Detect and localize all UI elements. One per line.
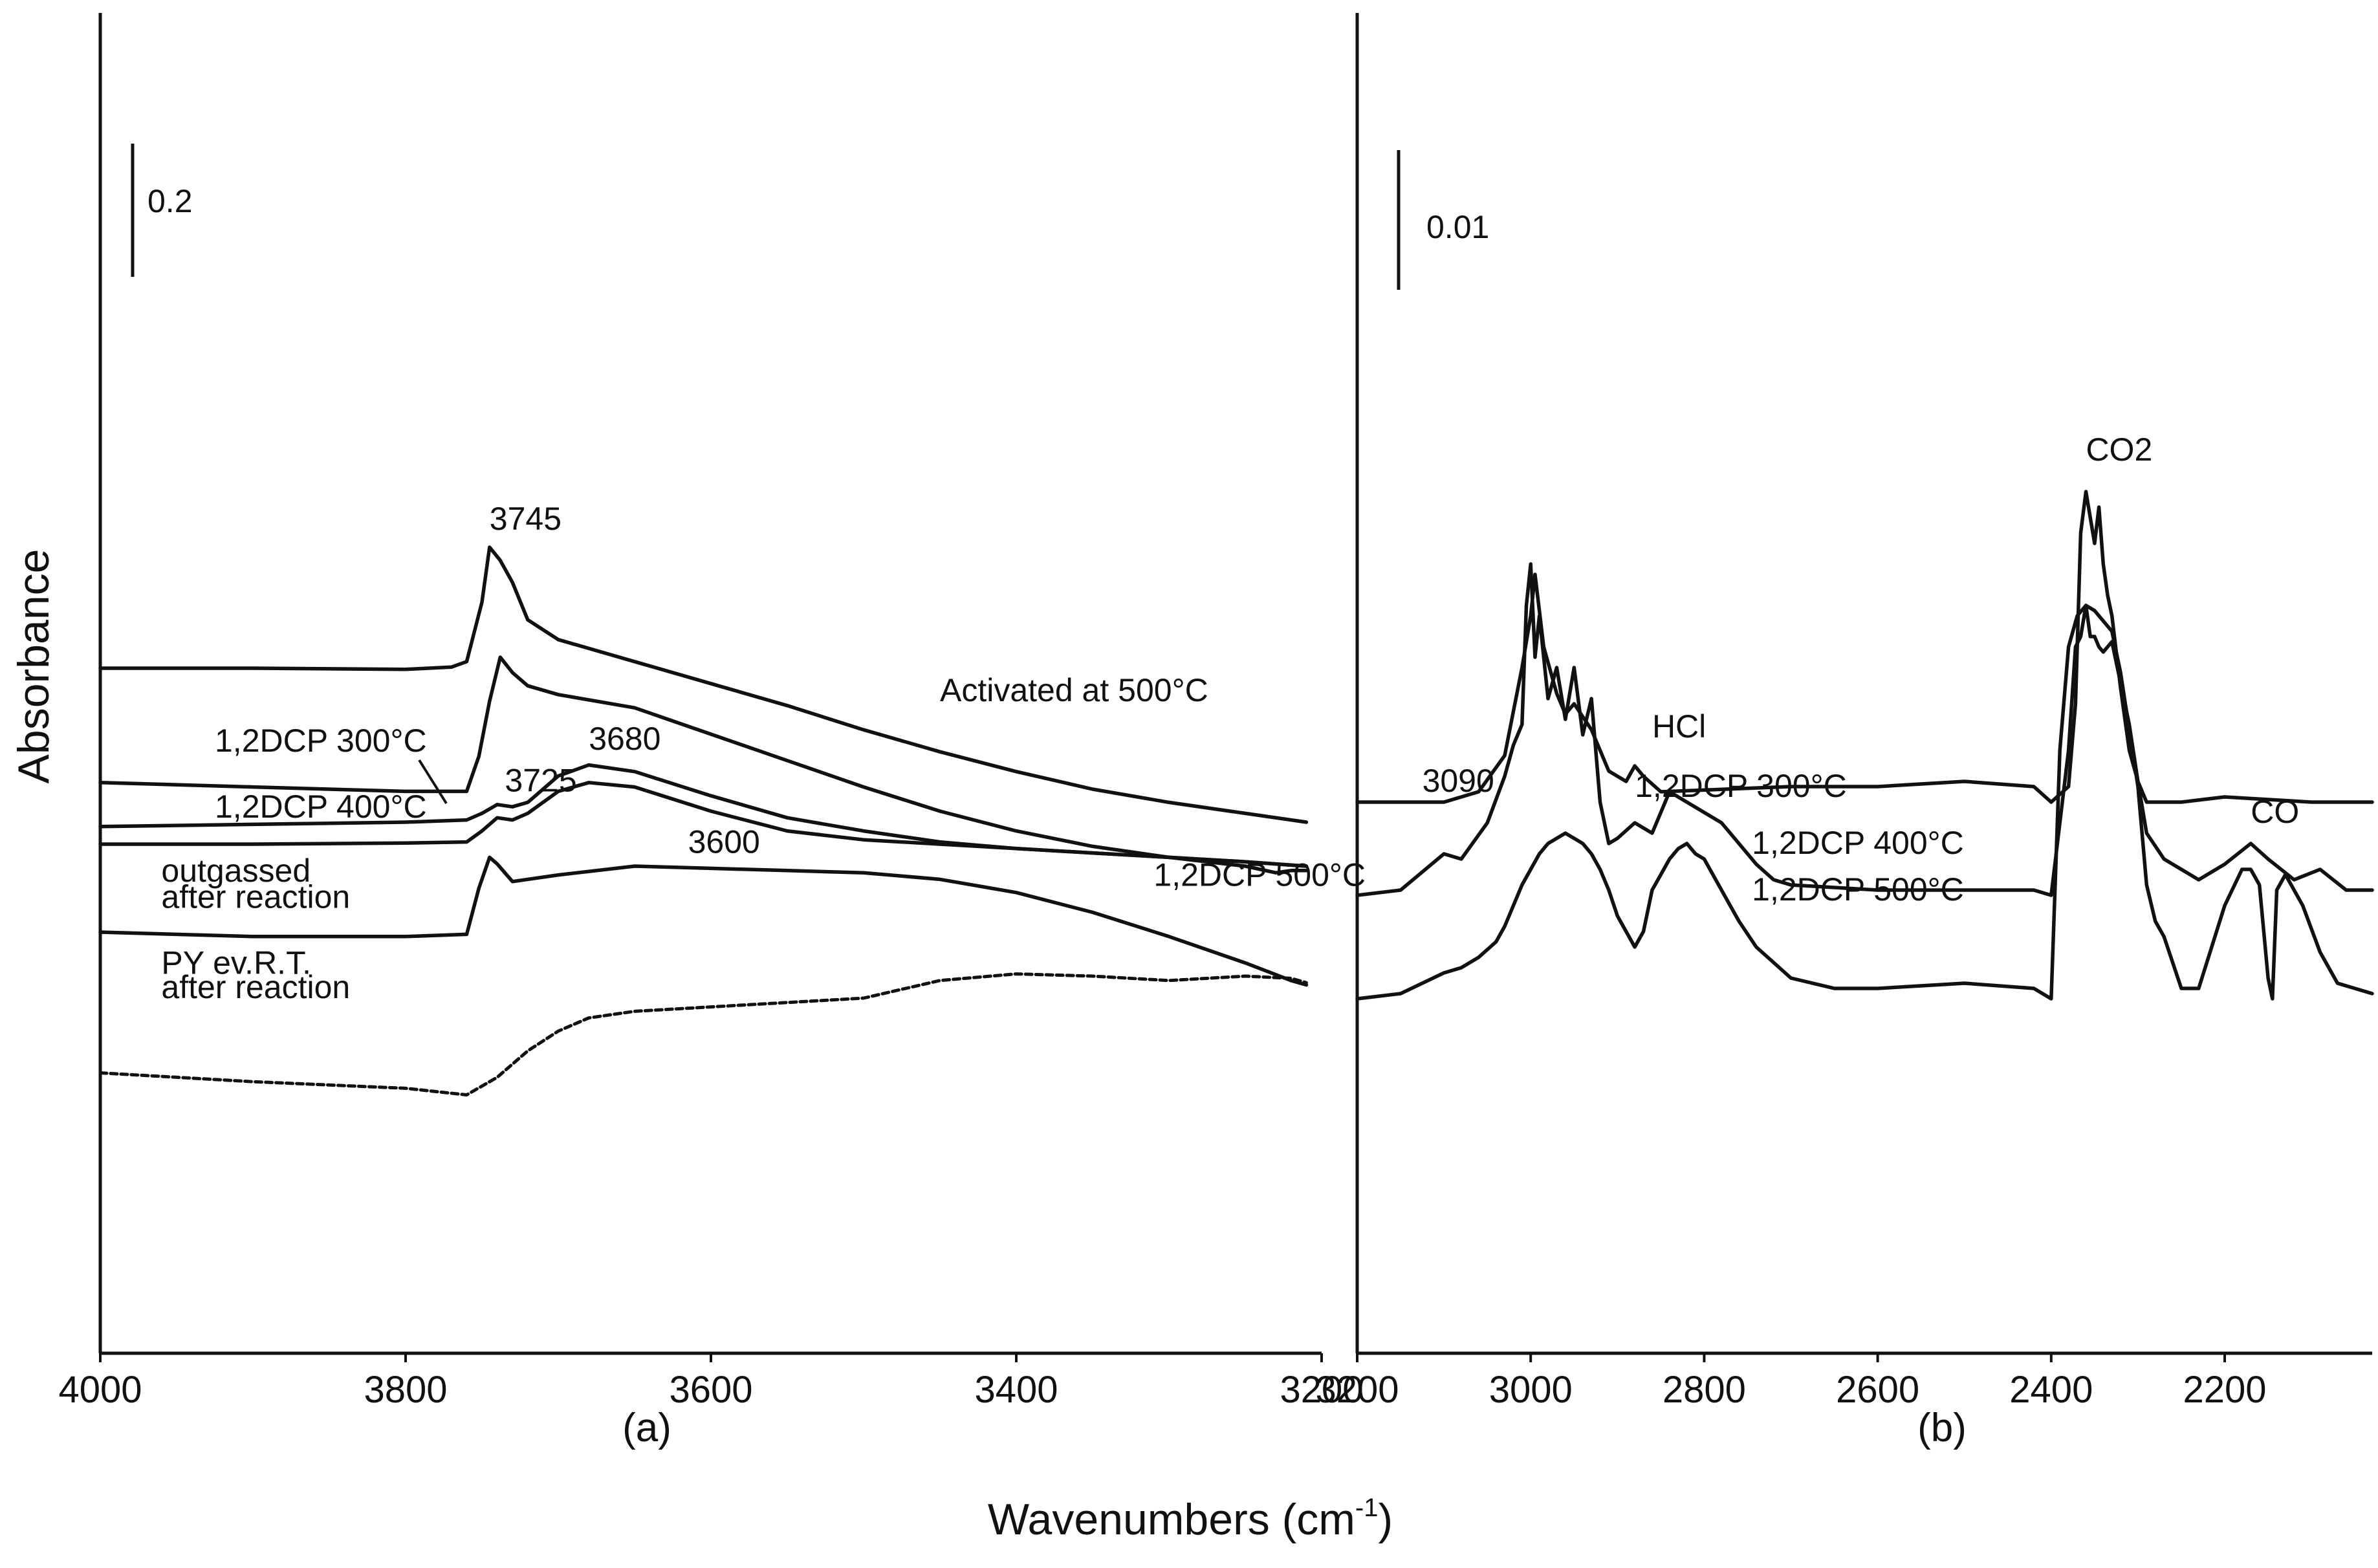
y-axis-title: Absorbance (9, 549, 58, 784)
panel-a-annotation-4: Activated at 500°C (940, 672, 1208, 708)
panel-a-annotation-8: outgassed (161, 853, 311, 889)
panel-a-tick-label-4000: 4000 (58, 1369, 142, 1411)
x-axis-title-main: Wavenumbers (cm (988, 1495, 1355, 1544)
panel-b-annotation-0: CO2 (2086, 431, 2152, 468)
panel-a-label: (a) (622, 1406, 671, 1450)
panel-b-annotation-3: HCl (1652, 708, 1706, 745)
panel-a-annotation-9: after reaction (161, 879, 350, 915)
panel-a-annotation-2: 3725 (505, 762, 576, 798)
panel-a-annotation-3: 3600 (688, 824, 760, 860)
panel-a-annotation-11: after reaction (161, 969, 350, 1005)
panel-a-annotation-7: 1,2DCP 500°C (1153, 857, 1366, 893)
x-axis-title: Wavenumbers (cm-1) (988, 1494, 1393, 1544)
panel-b-scale-label: 0.01 (1426, 209, 1489, 245)
panel-b-label: (b) (1917, 1406, 1967, 1450)
panel-b-annotation-5: CO (2251, 794, 2299, 830)
panel-a-annotation-5: 1,2DCP 300°C (215, 723, 427, 759)
panel-a-tick-label-3400: 3400 (974, 1369, 1058, 1411)
panel-b-tick-label-2800: 2800 (1663, 1369, 1746, 1411)
panel-b-tick-label-2600: 2600 (1836, 1369, 1919, 1411)
x-axis-title-close: ) (1378, 1495, 1393, 1544)
panel-a-tick-label-3600: 3600 (669, 1369, 752, 1411)
panel-a-series-1-2dcp-500-c (98, 781, 1309, 868)
panel-b-annotation-6: 1,2DCP 500°C (1752, 871, 1964, 908)
panel-a-annotation-1: 3680 (589, 721, 660, 757)
panel-a-annotation-0: 3745 (490, 501, 562, 537)
panel-b-tick-label-2400: 2400 (2009, 1369, 2093, 1411)
panel-a-series-py-ev-r-t-after-reaction (98, 972, 1308, 1097)
panel-a-scale-label: 0.2 (147, 183, 193, 219)
panel-b-series-1-2dcp-300-c (1355, 490, 2374, 804)
panel-b-series-1-2dcp-400-c (1355, 562, 2374, 897)
panel-a-tick-label-3200: 3200 (1280, 1369, 1363, 1411)
panel-a-annotation-6: 1,2DCP 400°C (215, 789, 427, 825)
panel-b-annotation-1: 3090 (1423, 763, 1494, 799)
panel-a-3725-leader (418, 759, 448, 805)
panel-a-tick-label-3800: 3800 (364, 1369, 447, 1411)
panel-a-series-1-2dcp-300-c (98, 655, 1309, 875)
panel-b: 3200 3000 2800 2600 2400 2200 CO2 3090 1,2DCP 3… (1315, 13, 2374, 1450)
panel-a-series-activated-at-500-c (98, 545, 1309, 824)
panel-b-tick-label-3200: 3200 (1315, 1369, 1399, 1411)
panel-a: 4000 3800 3600 3400 3200 3745 3680 3725 3600 Act… (58, 13, 1366, 1450)
panel-b-annotation-4: 1,2DCP 400°C (1752, 825, 1964, 861)
panel-b-tick-label-3000: 3000 (1489, 1369, 1573, 1411)
panel-b-tick-label-2200: 2200 (2183, 1369, 2267, 1411)
panel-a-annotation-10: PY ev.R.T. (161, 945, 311, 981)
x-axis-title-sup: -1 (1355, 1494, 1379, 1522)
panel-a-series-outgassed-after-reaction (98, 855, 1309, 987)
panel-b-annotation-2: 1,2DCP 300°C (1635, 768, 1847, 804)
panel-b-series-1-2dcp-500-c (1355, 604, 2374, 1001)
